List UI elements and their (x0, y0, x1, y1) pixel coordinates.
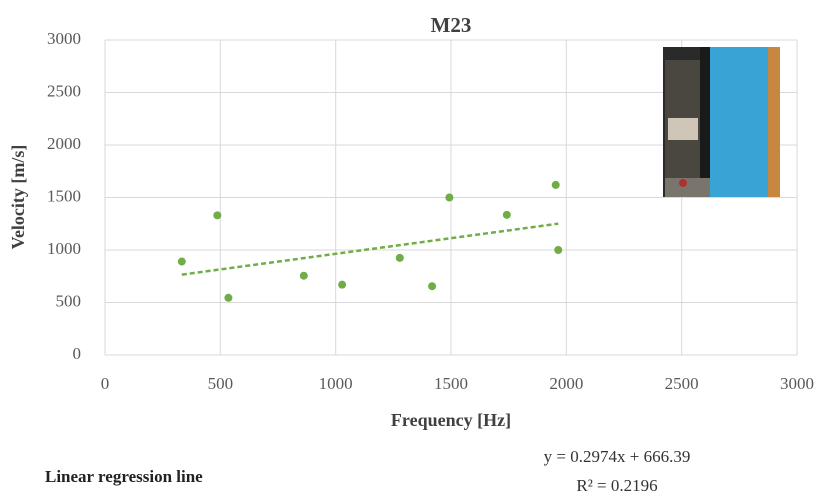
caption: Linear regression line (45, 467, 203, 486)
data-point (445, 193, 454, 202)
x-axis-label: Frequency [Hz] (391, 410, 511, 430)
data-point (554, 246, 563, 254)
x-tick-label: 3000 (780, 374, 814, 393)
trend-line (181, 222, 559, 276)
data-point (299, 271, 308, 280)
y-tick-label: 0 (73, 344, 82, 363)
x-tick-label: 1500 (434, 374, 468, 393)
x-tick-label: 0 (101, 374, 110, 393)
y-tick-label: 3000 (47, 29, 81, 48)
y-tick-label: 1500 (47, 186, 81, 205)
y-tick-label: 500 (56, 291, 82, 310)
x-tick-label: 500 (208, 374, 234, 393)
data-point (551, 180, 560, 189)
y-tick-label: 2500 (47, 81, 81, 100)
data-point (224, 293, 233, 302)
x-tick-label: 2500 (665, 374, 699, 393)
x-tick-label: 2000 (549, 374, 583, 393)
data-point (502, 210, 511, 219)
trend-equation: y = 0.2974x + 666.39 (544, 447, 691, 466)
data-point (338, 280, 347, 289)
chart-title: M23 (431, 13, 472, 37)
y-tick-label: 1000 (47, 239, 81, 258)
inset-photo (663, 47, 780, 197)
data-point (428, 282, 437, 291)
data-point (213, 211, 222, 220)
trend-r-squared: R² = 0.2196 (576, 476, 657, 495)
y-tick-label: 2000 (47, 134, 81, 153)
data-point (395, 253, 404, 262)
y-axis-label: Velocity [m/s] (8, 145, 28, 250)
x-tick-label: 1000 (319, 374, 353, 393)
data-point (177, 257, 186, 266)
